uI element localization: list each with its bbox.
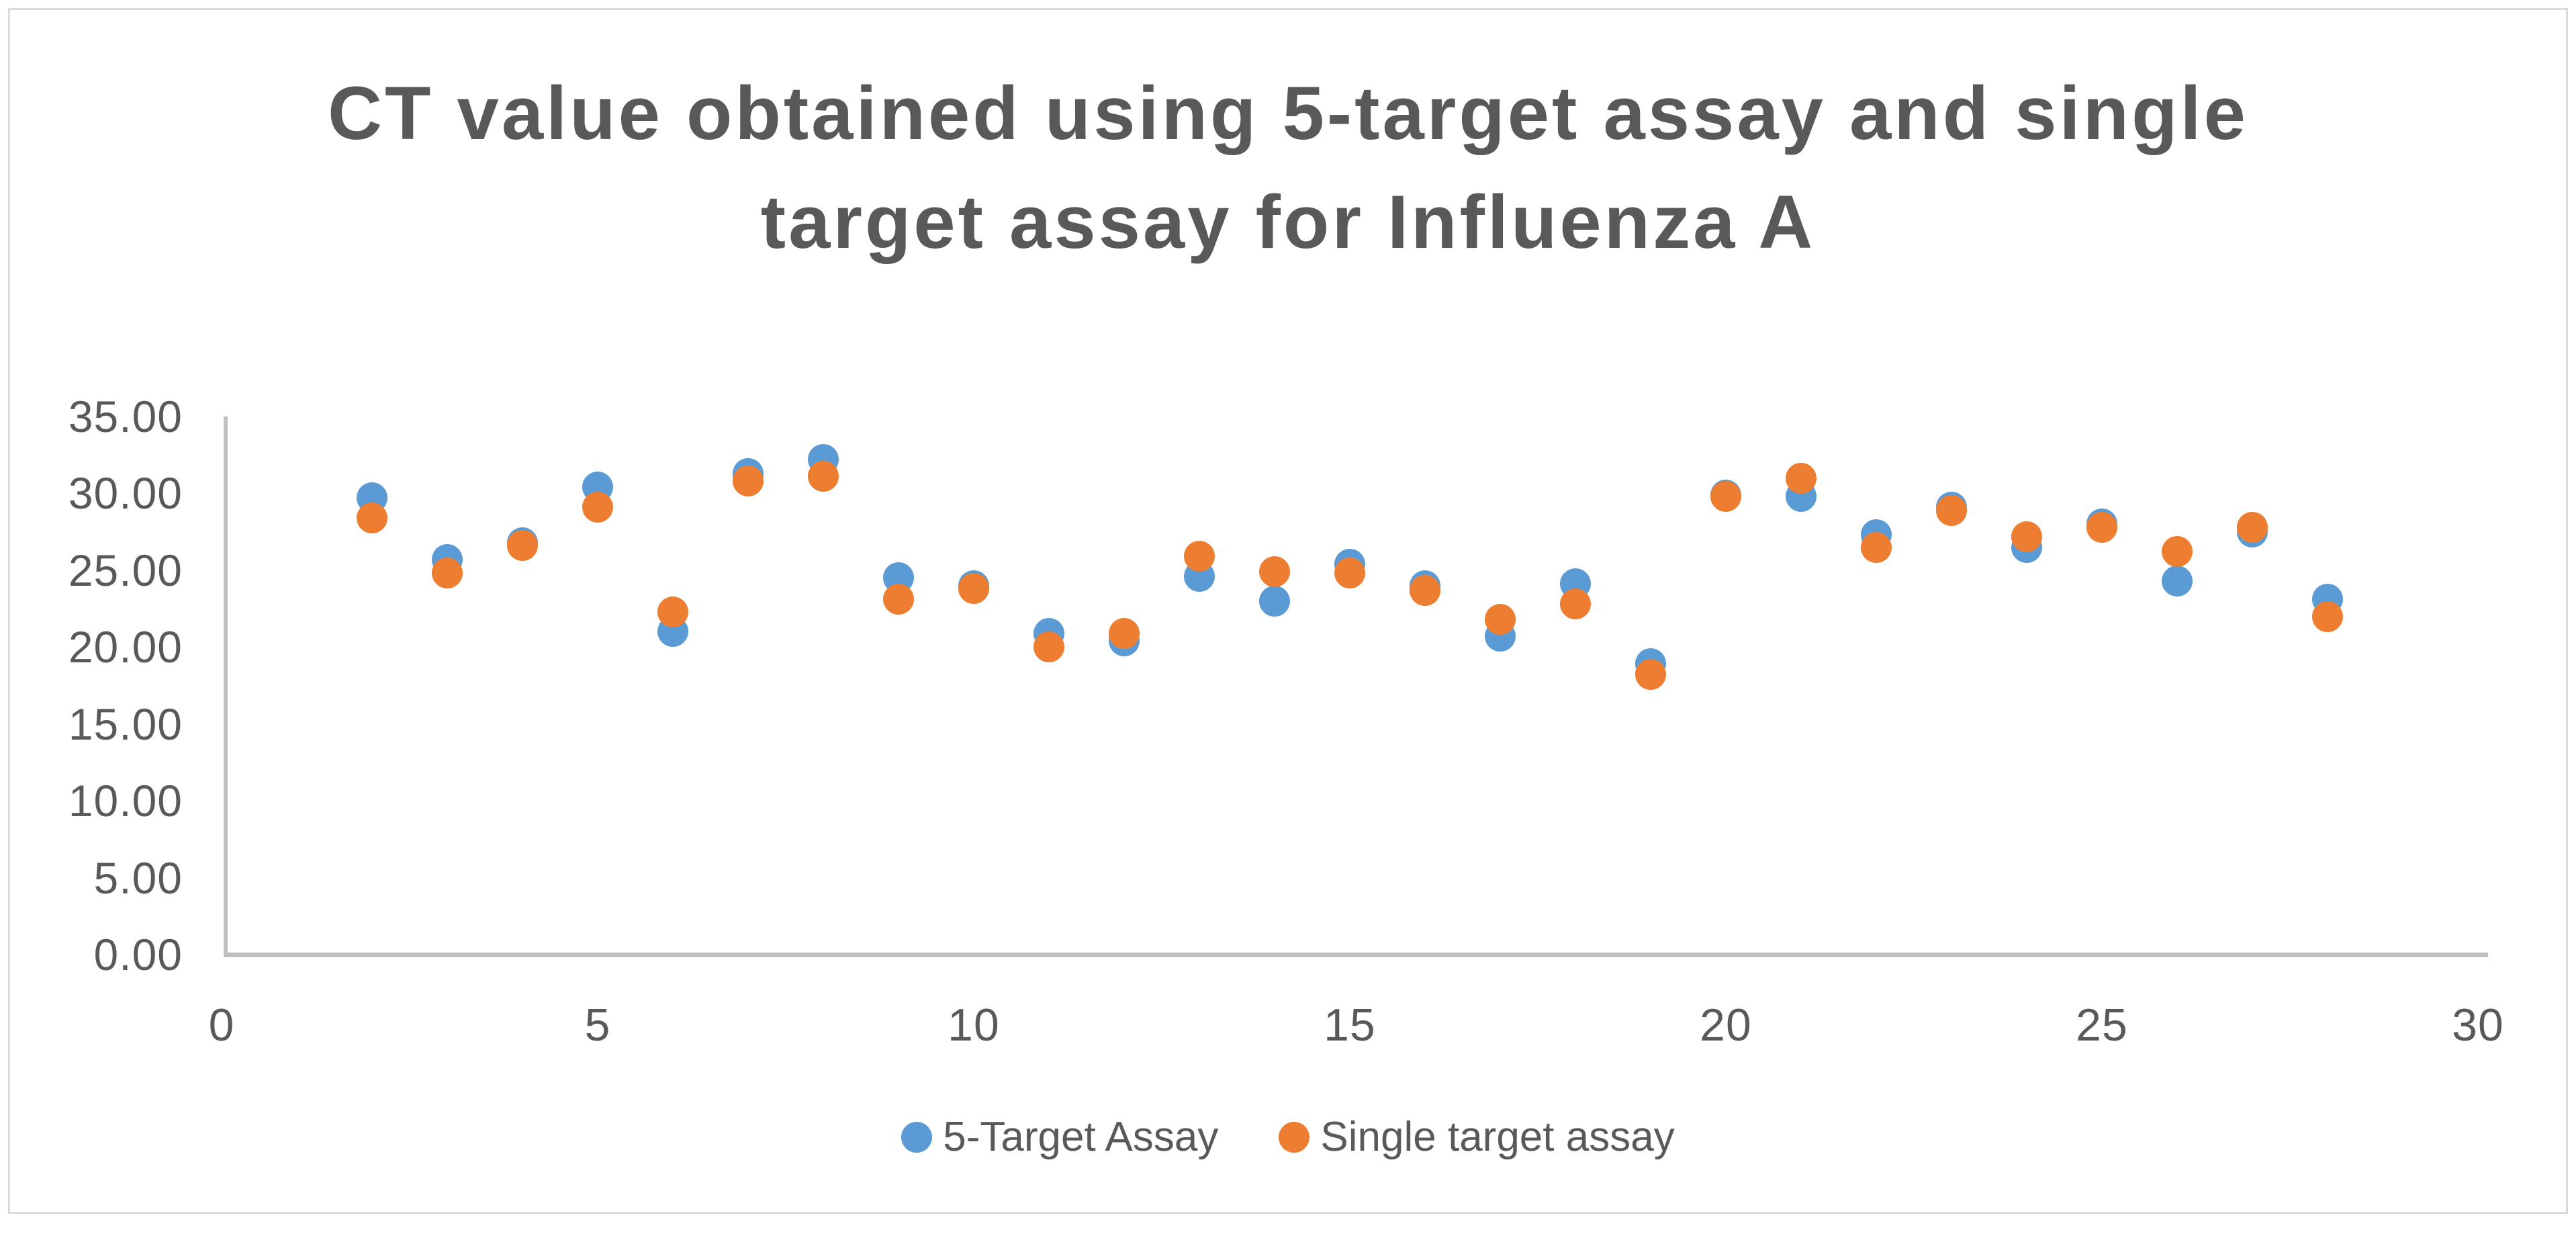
legend-item-5-target-assay[interactable]: 5-Target Assay xyxy=(901,1116,1218,1158)
data-point-single-target-assay[interactable] xyxy=(2162,536,2193,568)
y-tick-label: 25.00 xyxy=(68,545,183,595)
data-point-single-target-assay[interactable] xyxy=(357,502,387,534)
data-point-single-target-assay[interactable] xyxy=(657,596,688,627)
data-point-single-target-assay[interactable] xyxy=(1259,556,1290,588)
y-tick-label: 5.00 xyxy=(93,852,183,903)
data-point-single-target-assay[interactable] xyxy=(582,492,613,523)
legend-item-single-target-assay[interactable]: Single target assay xyxy=(1279,1114,1675,1160)
data-point-single-target-assay[interactable] xyxy=(1033,631,1064,663)
x-tick-label: 20 xyxy=(1700,1000,1752,1051)
data-point-single-target-assay[interactable] xyxy=(1485,604,1516,635)
data-point-single-target-assay[interactable] xyxy=(1861,531,1892,563)
x-tick-label: 30 xyxy=(2452,1000,2504,1051)
data-point-single-target-assay[interactable] xyxy=(507,530,538,562)
data-point-single-target-assay[interactable] xyxy=(733,466,764,497)
data-point-single-target-assay[interactable] xyxy=(2086,511,2117,543)
data-point-single-target-assay[interactable] xyxy=(2011,521,2042,552)
y-axis-line xyxy=(224,416,228,954)
legend-marker-icon xyxy=(1279,1122,1310,1153)
data-point-single-target-assay[interactable] xyxy=(2237,511,2268,543)
data-point-5-target-assay[interactable] xyxy=(1259,585,1290,617)
data-point-single-target-assay[interactable] xyxy=(958,573,989,605)
data-point-single-target-assay[interactable] xyxy=(1936,494,1967,526)
data-point-single-target-assay[interactable] xyxy=(1710,481,1741,512)
y-tick-label: 10.00 xyxy=(68,776,183,826)
data-point-single-target-assay[interactable] xyxy=(1184,541,1215,572)
data-point-single-target-assay[interactable] xyxy=(432,558,463,589)
x-tick-label: 25 xyxy=(2076,1000,2128,1051)
data-point-single-target-assay[interactable] xyxy=(1786,462,1816,494)
chart-title: CT value obtained using 5-target assay a… xyxy=(0,59,2576,277)
x-tick-label: 10 xyxy=(948,1000,1000,1051)
data-point-single-target-assay[interactable] xyxy=(1410,574,1440,606)
y-tick-label: 0.00 xyxy=(93,930,183,979)
y-tick-label: 20.00 xyxy=(68,622,183,672)
data-point-single-target-assay[interactable] xyxy=(1560,588,1591,620)
chart-title-line-2: target assay for Influenza A xyxy=(760,180,1816,264)
legend-marker-icon xyxy=(901,1122,933,1153)
data-point-single-target-assay[interactable] xyxy=(808,461,839,492)
x-tick-label: 0 xyxy=(208,1000,235,1051)
data-point-single-target-assay[interactable] xyxy=(2312,601,2343,632)
data-point-single-target-assay[interactable] xyxy=(1635,659,1666,691)
y-tick-label: 35.00 xyxy=(68,392,183,441)
data-point-single-target-assay[interactable] xyxy=(883,584,914,615)
chart-frame-border xyxy=(8,8,2568,1214)
legend-label: Single target assay xyxy=(1320,1114,1675,1160)
data-point-5-target-assay[interactable] xyxy=(2162,565,2193,597)
x-tick-label: 15 xyxy=(1324,1000,1376,1051)
y-tick-label: 15.00 xyxy=(68,699,183,749)
data-point-single-target-assay[interactable] xyxy=(1109,617,1140,649)
legend-label: 5-Target Assay xyxy=(943,1114,1219,1160)
x-axis-line xyxy=(224,953,2488,957)
y-tick-label: 30.00 xyxy=(68,468,183,519)
data-point-single-target-assay[interactable] xyxy=(1334,558,1365,589)
legend: 5-Target Assay Single target assay xyxy=(0,1116,2576,1158)
chart-title-line-1: CT value obtained using 5-target assay a… xyxy=(328,71,2248,155)
x-tick-label: 5 xyxy=(584,1000,611,1051)
